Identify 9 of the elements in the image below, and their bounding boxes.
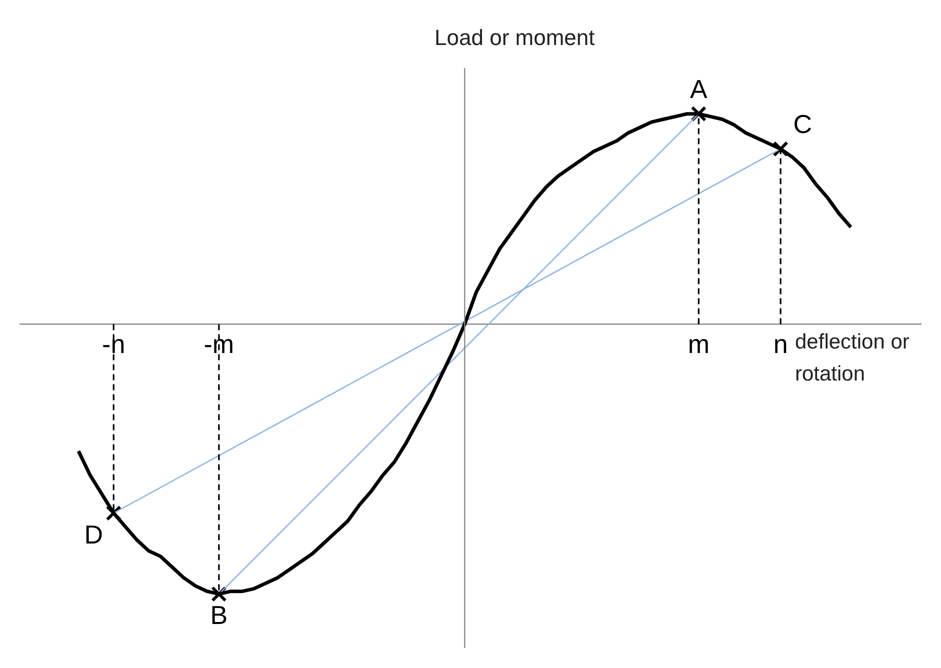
x-axis-title: deflection or rotation: [795, 330, 910, 386]
x-tick-label: n: [773, 329, 788, 360]
annotation: C: [793, 109, 812, 140]
annotation: A: [690, 74, 708, 104]
x-tick-label: m: [688, 329, 710, 360]
annotation: B: [210, 600, 228, 630]
y-axis-title: Load or moment: [434, 25, 595, 50]
x-tick-label: -m: [204, 329, 234, 360]
annotation: D: [84, 519, 103, 550]
